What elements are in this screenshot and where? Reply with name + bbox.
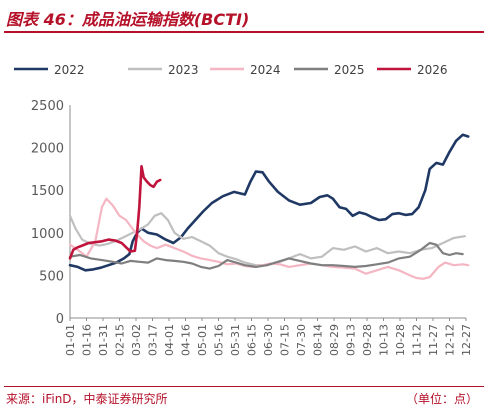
- series-line-2022: [68, 133, 470, 272]
- x-tick-label: 05-31: [229, 324, 242, 356]
- y-tick-label: 2500: [31, 99, 64, 114]
- x-tick-label: 03-17: [147, 324, 160, 356]
- x-tick-label: 12-27: [460, 324, 473, 356]
- x-tick-label: 01-16: [81, 324, 94, 356]
- chart-title: 图表 46：成品油运输指数(BCTI): [6, 10, 250, 29]
- x-tick-label: 02-15: [114, 324, 127, 356]
- x-tick-label: 05-16: [213, 324, 226, 356]
- x-tick-label: 06-30: [262, 324, 275, 356]
- x-tick-label: 12-12: [444, 324, 457, 356]
- y-tick-label: 0: [56, 312, 64, 327]
- y-tick-label: 1000: [31, 227, 64, 242]
- x-tick-label: 08-14: [312, 324, 325, 356]
- unit-note: （单位：点）: [405, 392, 478, 406]
- x-tick-label: 06-15: [246, 324, 259, 356]
- legend-label-2026: 2026: [417, 63, 448, 77]
- x-tick-label: 05-01: [196, 324, 209, 356]
- x-tick-label: 09-28: [361, 324, 374, 356]
- legend-label-2022: 2022: [54, 63, 85, 77]
- x-tick-label: 11-27: [427, 324, 440, 356]
- x-tick-label: 01-01: [64, 324, 77, 356]
- x-tick-label: 10-28: [394, 324, 407, 356]
- y-tick-label: 2000: [31, 142, 64, 157]
- x-tick-label: 10-13: [378, 324, 391, 356]
- legend-label-2023: 2023: [168, 63, 199, 77]
- legend-label-2024: 2024: [250, 63, 281, 77]
- series-line-2024: [68, 197, 470, 280]
- series-line-2023: [68, 212, 466, 267]
- line-chart: 0 500 1000 1500 2000 2500 01-01 01-16 01-31 02-15…: [14, 63, 473, 356]
- x-tick-label: 11-12: [411, 324, 424, 356]
- x-tick-label: 07-30: [295, 324, 308, 356]
- x-tick-label: 04-16: [180, 324, 193, 356]
- title-divider: [4, 31, 484, 33]
- y-tick-label: 1500: [31, 184, 64, 199]
- x-tick-label: 01-31: [97, 324, 110, 356]
- x-tick-label: 03-02: [130, 324, 143, 356]
- legend-label-2025: 2025: [334, 63, 365, 77]
- y-tick-label: 500: [39, 269, 64, 284]
- x-tick-label: 07-15: [279, 324, 292, 356]
- series-line-2026: [68, 165, 162, 260]
- x-tick-label: 04-01: [163, 324, 176, 356]
- x-tick-label: 08-29: [328, 324, 341, 356]
- series-line-2025: [68, 241, 464, 270]
- source-divider: [4, 386, 484, 387]
- x-tick-label: 09-13: [345, 324, 358, 356]
- source-note: 来源：iFinD，中泰证券研究所: [6, 392, 168, 406]
